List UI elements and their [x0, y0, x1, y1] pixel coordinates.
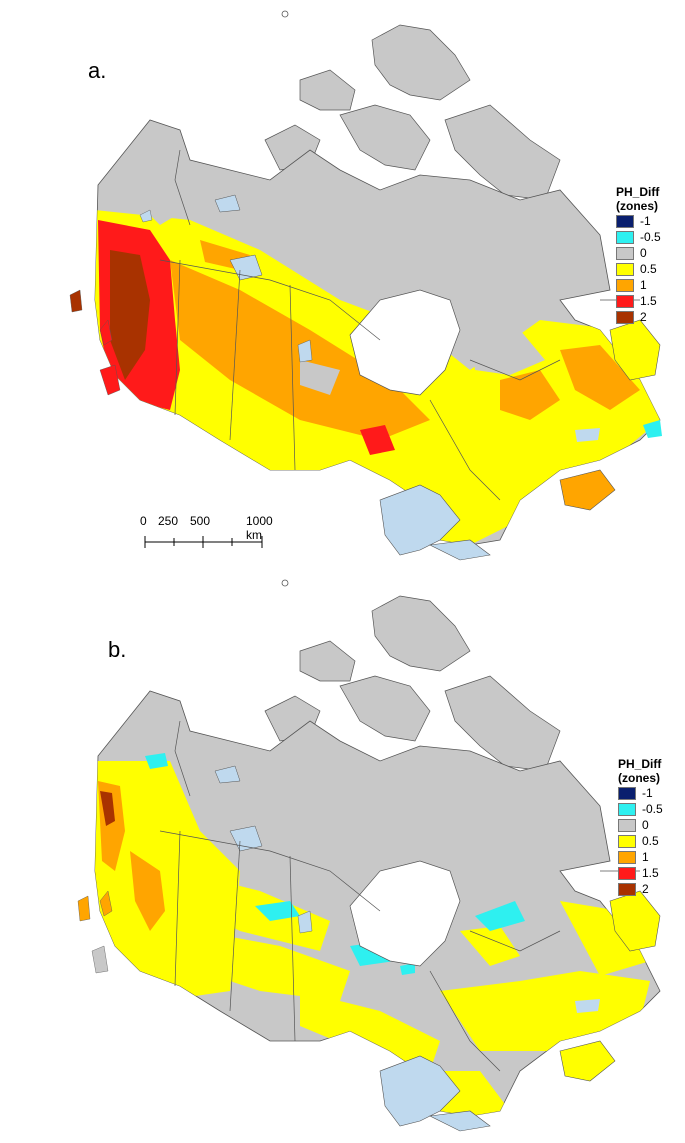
- legend-b: PH_Diff (zones) -1 -0.5 0 0.5 1 1.5 2: [618, 757, 663, 897]
- legend-label: -1: [642, 786, 653, 800]
- legend-swatch: [618, 834, 636, 848]
- legend-item: -1: [616, 213, 661, 229]
- legend-label: -0.5: [642, 802, 663, 816]
- legend-label: 2: [642, 882, 649, 896]
- legend-swatch: [616, 294, 634, 308]
- map-panel-b: b. PH_Diff (zones) -1 -0.5 0 0.5 1 1.5 2: [0, 571, 685, 1143]
- legend-item: 0: [616, 245, 661, 261]
- legend-item: 2: [618, 881, 663, 897]
- legend-swatch: [616, 310, 634, 324]
- panel-label-a: a.: [88, 58, 107, 83]
- legend-swatch: [618, 882, 636, 896]
- legend-label: 0: [642, 818, 649, 832]
- map-panel-a: a. PH_Diff (zones) -1 -0.5 0 0.5 1 1.5 2…: [0, 0, 685, 571]
- legend-item: 1.5: [616, 293, 661, 309]
- legend-label: 0.5: [640, 262, 657, 276]
- legend-item: 2: [616, 309, 661, 325]
- legend-label: 1.5: [640, 294, 657, 308]
- legend-label: 1: [640, 278, 647, 292]
- legend-swatch: [618, 866, 636, 880]
- scale-label-0: 0: [140, 514, 147, 528]
- legend-swatch: [616, 246, 634, 260]
- legend-label: 0.5: [642, 834, 659, 848]
- legend-swatch: [618, 818, 636, 832]
- scale-label-500: 500: [190, 514, 211, 528]
- legend-swatch: [616, 262, 634, 276]
- panel-label-b: b.: [108, 637, 127, 662]
- legend-item: 1.5: [618, 865, 663, 881]
- legend-label: -1: [640, 214, 651, 228]
- legend-item: 0: [618, 817, 663, 833]
- legend-item: 1: [618, 849, 663, 865]
- legend-item: 1: [616, 277, 661, 293]
- legend-label: 1: [642, 850, 649, 864]
- legend-item: 0.5: [616, 261, 661, 277]
- scale-bar: 0 250 500 1000 km: [138, 514, 278, 550]
- scale-label-1000: 1000 km: [246, 514, 273, 542]
- legend-swatch: [616, 214, 634, 228]
- legend-label: 1.5: [642, 866, 659, 880]
- legend-label: 2: [640, 310, 647, 324]
- canada-map-b: [77, 579, 661, 1132]
- legend-item: 0.5: [618, 833, 663, 849]
- legend-subtitle: (zones): [618, 771, 660, 785]
- legend-title: PH_Diff: [618, 757, 662, 771]
- legend-item: -0.5: [618, 801, 663, 817]
- legend-title: PH_Diff: [616, 185, 660, 199]
- canada-map-a: [69, 10, 662, 561]
- legend-swatch: [618, 850, 636, 864]
- legend-swatch: [618, 802, 636, 816]
- legend-swatch: [618, 786, 636, 800]
- scale-label-250: 250: [158, 514, 179, 528]
- legend-swatch: [616, 230, 634, 244]
- legend-label: -0.5: [640, 230, 661, 244]
- legend-a: PH_Diff (zones) -1 -0.5 0 0.5 1 1.5 2: [616, 185, 661, 325]
- legend-item: -1: [618, 785, 663, 801]
- legend-swatch: [616, 278, 634, 292]
- legend-subtitle: (zones): [616, 199, 658, 213]
- legend-item: -0.5: [616, 229, 661, 245]
- scale-ruler: [144, 536, 263, 548]
- legend-label: 0: [640, 246, 647, 260]
